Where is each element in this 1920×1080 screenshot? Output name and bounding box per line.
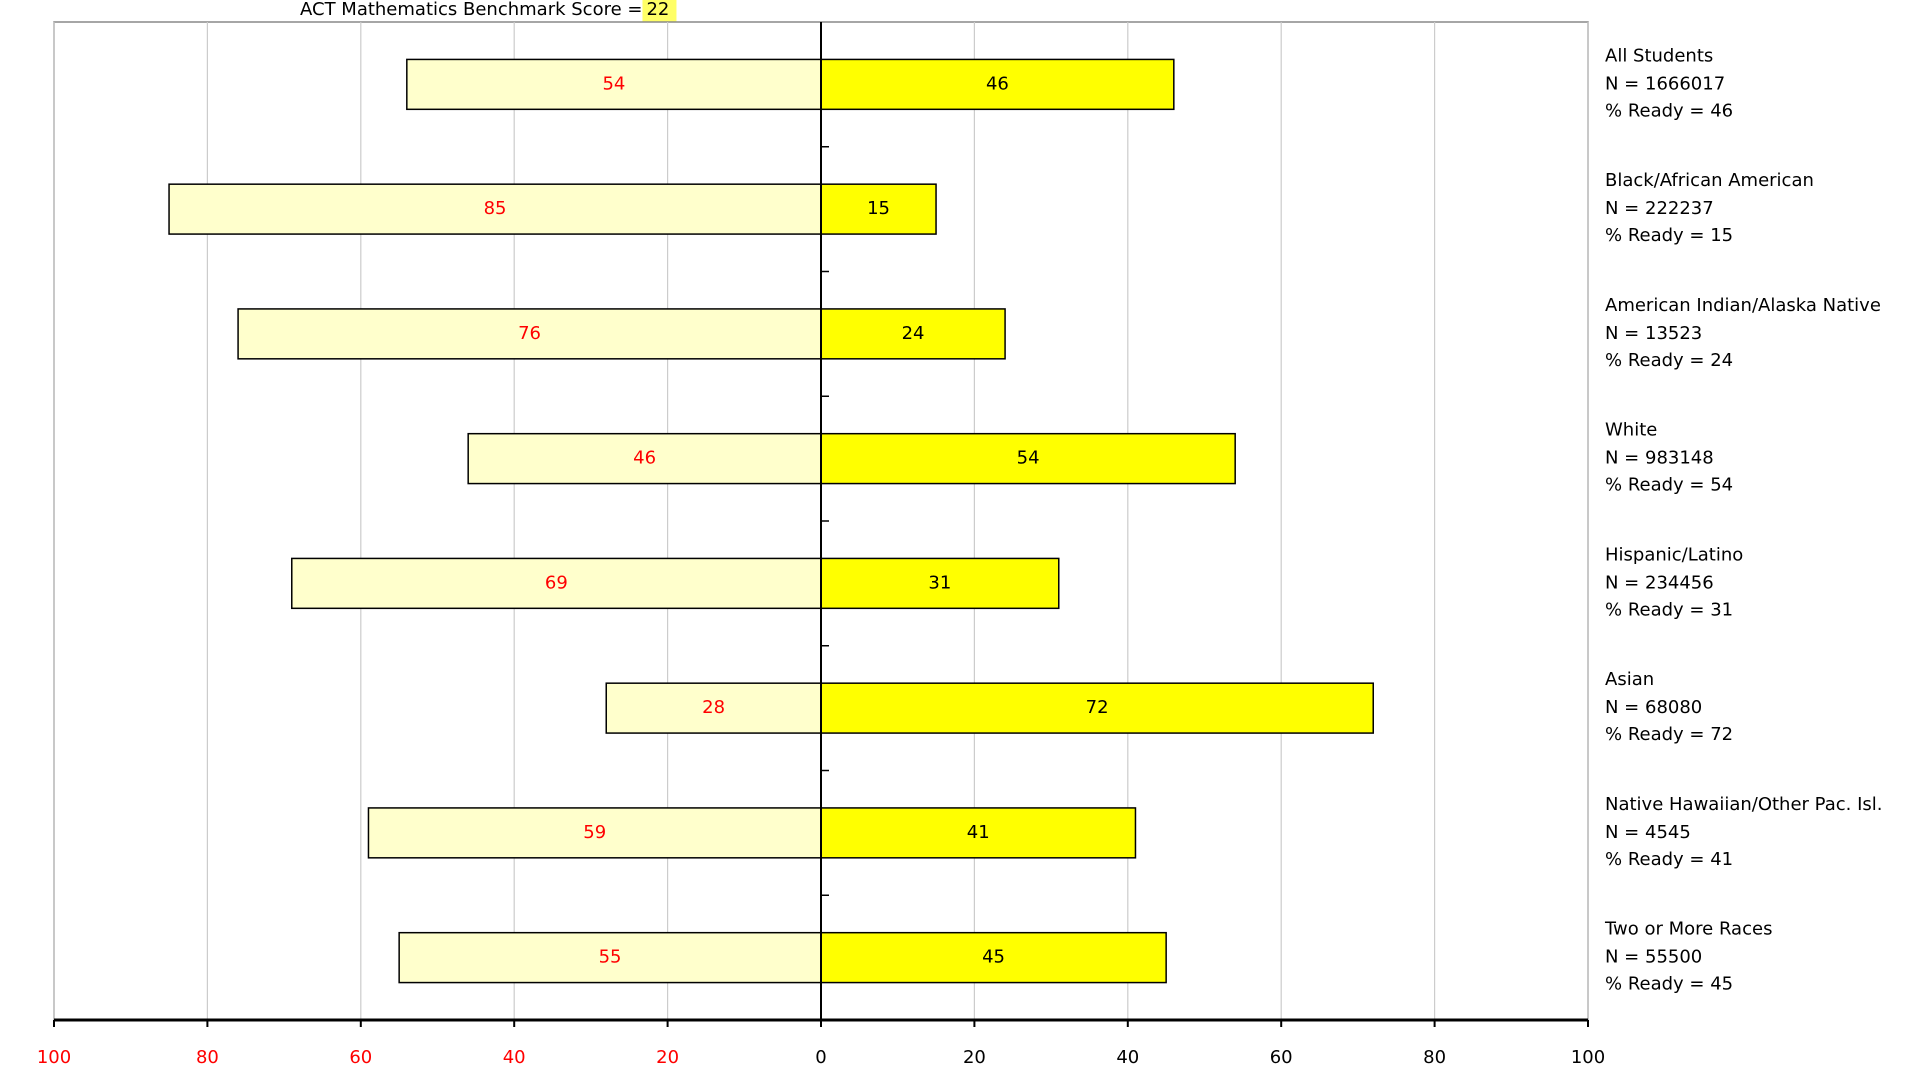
group-ready: % Ready = 54 — [1605, 475, 1733, 496]
bar-value-label: 85 — [484, 198, 507, 219]
x-tick-label: 80 — [1423, 1047, 1446, 1068]
group-name: All Students — [1605, 45, 1713, 66]
x-tick-label: 20 — [963, 1047, 986, 1068]
bar — [820, 308, 1006, 360]
group-n: N = 983148 — [1605, 448, 1714, 469]
x-tick-label: 100 — [37, 1047, 71, 1068]
group-n: N = 4545 — [1605, 822, 1691, 843]
bar-value-label: 46 — [986, 73, 1009, 94]
bar — [467, 432, 822, 485]
benchmark-value: 22 — [646, 0, 669, 20]
group-n: N = 222237 — [1605, 198, 1714, 219]
group-n: N = 1666017 — [1605, 73, 1725, 94]
x-tick-label: 20 — [656, 1047, 679, 1068]
group-name: White — [1605, 420, 1657, 441]
bar-value-label: 45 — [982, 947, 1005, 968]
group-name: Native Hawaiian/Other Pac. Isl. — [1605, 794, 1882, 815]
group-ready: % Ready = 24 — [1605, 350, 1733, 371]
group-ready: % Ready = 15 — [1605, 225, 1733, 246]
bar-value-label: 59 — [583, 822, 606, 843]
x-tick-label: 100 — [1571, 1047, 1605, 1068]
group-ready: % Ready = 72 — [1605, 724, 1733, 745]
bar — [237, 308, 822, 360]
x-tick-label: 80 — [196, 1047, 219, 1068]
chart-title: ACT Mathematics Benchmark Score = — [300, 0, 642, 20]
group-ready: % Ready = 31 — [1605, 599, 1733, 620]
group-ready: % Ready = 46 — [1605, 100, 1733, 121]
group-n: N = 68080 — [1605, 697, 1702, 718]
bar — [605, 682, 822, 734]
x-tick-label: 0 — [815, 1047, 826, 1068]
bar — [168, 183, 822, 235]
benchmark-highlight — [642, 0, 677, 22]
group-n: N = 55500 — [1605, 947, 1702, 968]
bar-value-label: 24 — [902, 323, 925, 344]
bar-value-label: 72 — [1086, 697, 1109, 718]
bar-value-label: 31 — [928, 572, 951, 593]
group-name: Hispanic/Latino — [1605, 544, 1743, 565]
bar-value-label: 41 — [967, 822, 990, 843]
group-name: Black/African American — [1605, 170, 1814, 191]
bar-value-label: 54 — [1017, 448, 1040, 469]
bar-value-label: 55 — [599, 947, 622, 968]
bar-value-label: 69 — [545, 572, 568, 593]
bar-value-label: 15 — [867, 198, 890, 219]
bar — [820, 557, 1060, 610]
group-ready: % Ready = 41 — [1605, 849, 1733, 870]
x-tick-label: 40 — [1116, 1047, 1139, 1068]
bar-value-label: 28 — [702, 697, 725, 718]
bar — [398, 931, 822, 984]
group-n: N = 234456 — [1605, 572, 1714, 593]
x-tick-label: 40 — [503, 1047, 526, 1068]
group-name: American Indian/Alaska Native — [1605, 295, 1881, 316]
bar — [820, 432, 1236, 485]
bar-value-label: 46 — [633, 448, 656, 469]
group-name: Asian — [1605, 669, 1654, 690]
x-tick-label: 60 — [349, 1047, 372, 1068]
group-n: N = 13523 — [1605, 323, 1702, 344]
x-tick-label: 60 — [1270, 1047, 1293, 1068]
group-name: Two or More Races — [1604, 919, 1772, 940]
bar — [820, 682, 1374, 734]
group-ready: % Ready = 45 — [1605, 974, 1733, 995]
bar — [367, 807, 822, 859]
bar-value-label: 76 — [518, 323, 541, 344]
bar-value-label: 54 — [602, 73, 625, 94]
